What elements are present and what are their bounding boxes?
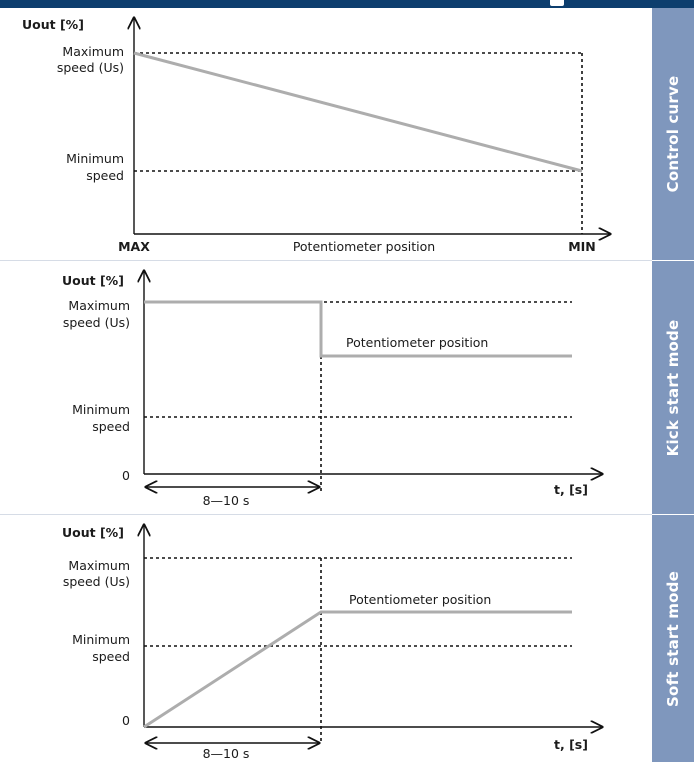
min-speed-label-1: Minimum <box>72 402 130 417</box>
soft-start-curve <box>143 610 572 729</box>
max-speed-label-1: Maximum <box>68 298 130 313</box>
max-speed-label-2: speed (Us) <box>63 315 130 330</box>
sidebar-control-curve: Control curve <box>652 8 694 260</box>
sidebar-kick-start: Kick start mode <box>652 261 694 514</box>
side-label-kick-start: Kick start mode <box>664 319 682 456</box>
min-speed-label-2: speed <box>92 649 130 664</box>
panel-divider <box>0 514 652 515</box>
kick-start-chart: Uout [%] Maximum speed (Us) Minimum spee… <box>62 261 652 508</box>
max-speed-label-1: Maximum <box>62 44 124 59</box>
panel-control-curve: Uout [%] Maximum speed (Us) Minimum spee… <box>0 8 694 260</box>
curve-label: Potentiometer position <box>349 592 491 607</box>
y-axis-title: Uout [%] <box>62 525 124 540</box>
zero-label: 0 <box>122 713 130 728</box>
y-axis-title: Uout [%] <box>22 17 84 32</box>
soft-start-chart: Uout [%] Maximum speed (Us) Minimum spee… <box>62 515 652 761</box>
min-speed-label-1: Minimum <box>72 632 130 647</box>
kick-start-curve <box>144 300 572 358</box>
max-speed-label-1: Maximum <box>68 558 130 573</box>
panel-divider <box>0 260 652 261</box>
side-label-soft-start: Soft start mode <box>664 570 682 707</box>
min-speed-label-2: speed <box>86 168 124 183</box>
x-tick-max: MAX <box>118 239 150 254</box>
min-speed-label-2: speed <box>92 419 130 434</box>
sidebar-soft-start: Soft start mode <box>652 515 694 762</box>
panel-soft-start: Uout [%] Maximum speed (Us) Minimum spee… <box>0 515 694 762</box>
duration-label: 8—10 s <box>203 746 250 761</box>
duration-label: 8—10 s <box>203 493 250 508</box>
y-axis-title: Uout [%] <box>62 273 124 288</box>
x-tick-min: MIN <box>568 239 596 254</box>
header-bar <box>0 0 694 8</box>
zero-label: 0 <box>122 468 130 483</box>
control-curve-line <box>133 51 583 173</box>
x-axis-title: t, [s] <box>554 737 588 752</box>
min-speed-label-1: Minimum <box>66 151 124 166</box>
x-axis-title: Potentiometer position <box>293 239 435 254</box>
side-label-control-curve: Control curve <box>664 75 682 193</box>
panel-kick-start: Uout [%] Maximum speed (Us) Minimum spee… <box>0 261 694 514</box>
x-axis-title: t, [s] <box>554 482 588 497</box>
header-mark-icon <box>550 0 564 6</box>
curve-label: Potentiometer position <box>346 335 488 350</box>
max-speed-label-2: speed (Us) <box>63 574 130 589</box>
control-curve-chart: Uout [%] Maximum speed (Us) Minimum spee… <box>22 8 652 254</box>
max-speed-label-2: speed (Us) <box>57 60 124 75</box>
